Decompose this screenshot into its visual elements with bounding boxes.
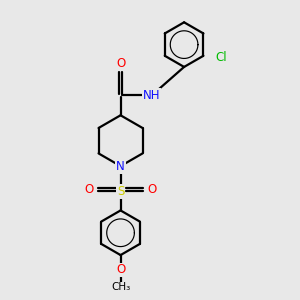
Text: O: O (85, 183, 94, 196)
Text: S: S (117, 185, 124, 198)
Text: CH₃: CH₃ (111, 282, 130, 292)
Text: NH: NH (143, 88, 160, 102)
Text: O: O (116, 57, 125, 70)
Text: O: O (147, 183, 157, 196)
Text: N: N (116, 160, 125, 172)
Text: O: O (116, 263, 125, 276)
Text: Cl: Cl (215, 51, 227, 64)
